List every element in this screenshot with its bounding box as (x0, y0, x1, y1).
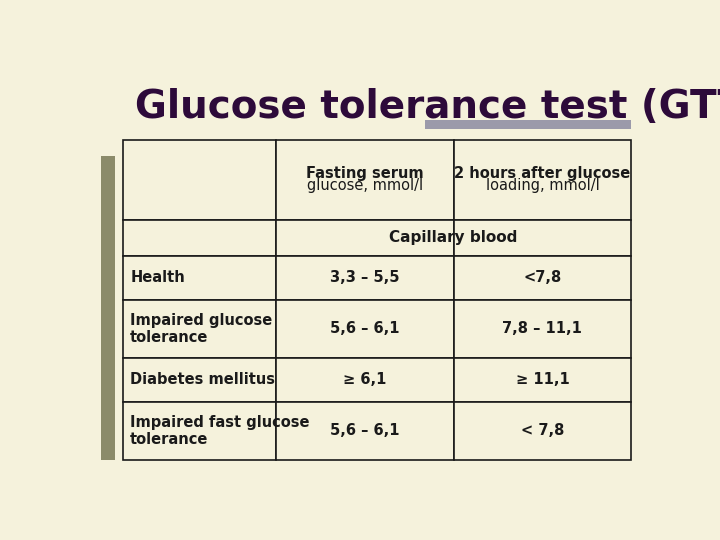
Bar (124, 256, 276, 300)
Bar (454, 256, 631, 300)
Text: <7,8: <7,8 (523, 271, 562, 286)
Bar (425, 120, 631, 129)
Text: 2 hours after glucose: 2 hours after glucose (454, 166, 631, 181)
Text: glucose, mmol/l: glucose, mmol/l (307, 178, 423, 193)
Text: ≥ 6,1: ≥ 6,1 (343, 372, 387, 387)
Bar (454, 140, 631, 220)
Text: Fasting serum: Fasting serum (306, 166, 423, 181)
Text: Impaired glucose
tolerance: Impaired glucose tolerance (130, 313, 272, 345)
Bar (101, 156, 115, 460)
Bar (124, 220, 276, 256)
Bar (276, 300, 454, 358)
Text: loading, mmol/l: loading, mmol/l (485, 178, 599, 193)
Bar (276, 358, 454, 402)
Bar (276, 402, 454, 460)
Bar (454, 402, 631, 460)
Text: Glucose tolerance test (GTT): Glucose tolerance test (GTT) (135, 87, 720, 126)
Text: 7,8 – 11,1: 7,8 – 11,1 (503, 321, 582, 336)
Text: Impaired fast glucose
tolerance: Impaired fast glucose tolerance (130, 415, 310, 447)
Bar (454, 220, 631, 256)
Text: < 7,8: < 7,8 (521, 423, 564, 438)
Bar (124, 358, 276, 402)
Bar (124, 140, 276, 220)
Bar (276, 256, 454, 300)
Bar (276, 140, 454, 220)
Bar (454, 300, 631, 358)
Text: Diabetes mellitus: Diabetes mellitus (130, 372, 275, 387)
Bar (276, 220, 454, 256)
Text: ≥ 11,1: ≥ 11,1 (516, 372, 570, 387)
Text: Health: Health (130, 271, 185, 286)
Text: 5,6 – 6,1: 5,6 – 6,1 (330, 423, 400, 438)
Text: 3,3 – 5,5: 3,3 – 5,5 (330, 271, 400, 286)
Bar (454, 358, 631, 402)
Text: 5,6 – 6,1: 5,6 – 6,1 (330, 321, 400, 336)
Bar (124, 402, 276, 460)
Text: Capillary blood: Capillary blood (390, 231, 518, 245)
Bar (124, 300, 276, 358)
